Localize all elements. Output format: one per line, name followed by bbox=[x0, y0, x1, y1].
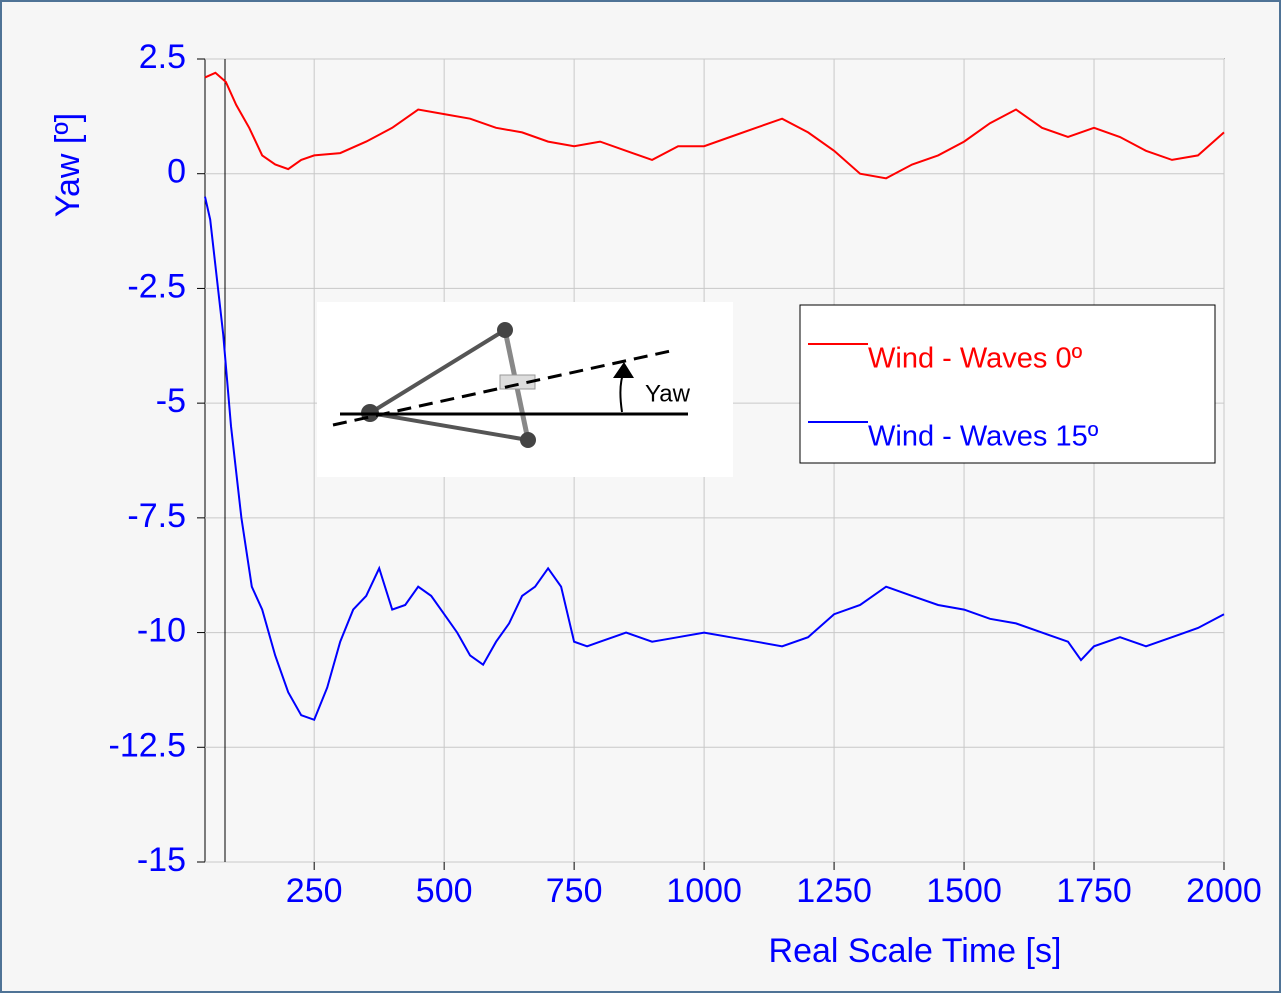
x-axis-label: Real Scale Time [s] bbox=[769, 932, 1062, 970]
y-tick-label: -7.5 bbox=[127, 497, 186, 535]
y-tick-label: 0 bbox=[167, 153, 186, 191]
inset-label: Yaw bbox=[645, 380, 691, 407]
inset-node bbox=[497, 322, 513, 338]
y-tick-label: -15 bbox=[137, 841, 186, 879]
x-tick-label: 1750 bbox=[1056, 872, 1132, 910]
y-tick-label: -2.5 bbox=[127, 267, 186, 305]
y-tick-label: -5 bbox=[156, 382, 186, 420]
x-tick-label: 500 bbox=[416, 872, 473, 910]
x-tick-label: 2000 bbox=[1186, 872, 1262, 910]
chart: Yaw [º] Real Scale Time [s] Yaw Wind - W… bbox=[0, 0, 1281, 993]
x-tick-label: 1500 bbox=[926, 872, 1002, 910]
legend-label: Wind - Waves 0º bbox=[868, 343, 1083, 375]
inset-node bbox=[520, 432, 536, 448]
y-tick-label: 2.5 bbox=[139, 38, 186, 76]
legend-label: Wind - Waves 15º bbox=[868, 421, 1099, 453]
x-tick-label: 1250 bbox=[796, 872, 872, 910]
y-tick-label: -10 bbox=[137, 612, 186, 650]
y-axis-label: Yaw [º] bbox=[49, 113, 87, 217]
inset: Yaw bbox=[317, 302, 733, 477]
x-tick-label: 250 bbox=[286, 872, 343, 910]
x-tick-label: 750 bbox=[546, 872, 603, 910]
x-tick-label: 1000 bbox=[666, 872, 742, 910]
y-tick-label: -12.5 bbox=[109, 726, 187, 764]
